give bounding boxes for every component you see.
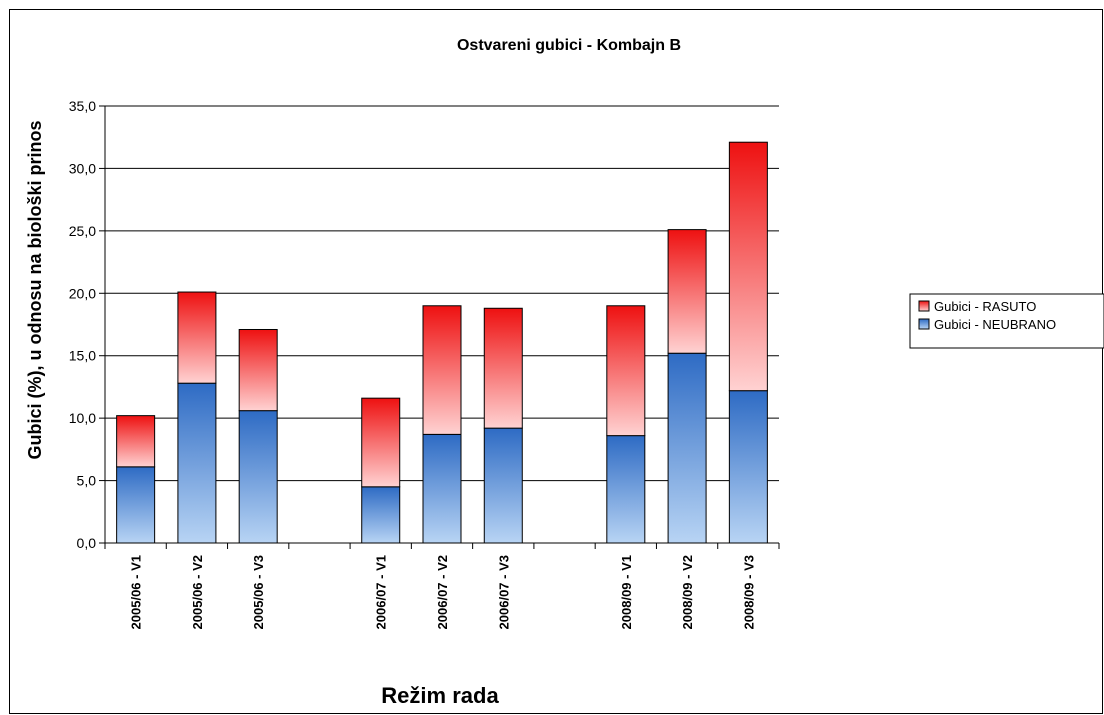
- y-tick-label: 10,0: [69, 410, 96, 426]
- bar-rasuto: [422, 305, 462, 435]
- x-tick-label: 2008/09 - V2: [680, 555, 695, 629]
- bar-rasuto: [728, 141, 768, 392]
- legend-label: Gubici - NEUBRANO: [934, 317, 1056, 332]
- legend-label: Gubici - RASUTO: [934, 299, 1036, 314]
- y-axis-label: Gubici (%), u odnosu na biološki prinos: [25, 120, 45, 459]
- bar-neubrano: [361, 486, 401, 544]
- chart-frame: Ostvareni gubici - Kombajn B 0,0 5,0 10,0 1…: [9, 9, 1104, 714]
- bar-neubrano: [483, 427, 523, 544]
- bar-neubrano: [422, 433, 462, 544]
- x-tick-label: 2006/07 - V2: [435, 555, 450, 629]
- y-tick-label: 30,0: [69, 160, 96, 176]
- x-tick-labels: 2005/06 - V1 2005/06 - V2 2005/06 - V3 2006…: [129, 555, 757, 629]
- bar-rasuto: [177, 291, 217, 384]
- bar-rasuto: [606, 305, 646, 437]
- bar-neubrano: [238, 410, 278, 544]
- bar-neubrano: [606, 435, 646, 544]
- x-tick-label: 2008/09 - V1: [619, 555, 634, 629]
- bar-neubrano: [116, 466, 156, 544]
- y-tick-label: 25,0: [69, 223, 96, 239]
- axes: [99, 105, 780, 549]
- chart-title: Ostvareni gubici - Kombajn B: [457, 37, 681, 54]
- bar-neubrano: [728, 390, 768, 544]
- x-tick-label: 2005/06 - V2: [190, 555, 205, 629]
- bar-rasuto: [238, 328, 278, 412]
- legend-swatch: [918, 318, 930, 330]
- x-tick-label: 2006/07 - V3: [496, 555, 511, 629]
- x-tick-label: 2008/09 - V3: [741, 555, 756, 629]
- legend-swatch: [918, 300, 930, 312]
- y-tick-labels: 0,0 5,0 10,0 15,0 20,0 25,0 30,0 35,0: [69, 98, 96, 551]
- x-tick-label: 2006/07 - V1: [374, 555, 389, 629]
- y-tick-label: 0,0: [77, 535, 97, 551]
- y-tick-label: 5,0: [77, 473, 97, 489]
- bar-rasuto: [483, 307, 523, 429]
- bar-neubrano: [177, 382, 217, 544]
- x-tick-label: 2005/06 - V1: [129, 555, 144, 629]
- bar-neubrano: [667, 352, 707, 544]
- bar-rasuto: [667, 229, 707, 354]
- x-axis-label: Režim rada: [381, 683, 499, 708]
- x-tick-label: 2005/06 - V3: [251, 555, 266, 629]
- y-tick-label: 35,0: [69, 98, 96, 114]
- y-tick-label: 20,0: [69, 285, 96, 301]
- bar-rasuto: [116, 415, 156, 468]
- legend: Gubici - RASUTO Gubici - NEUBRANO: [909, 293, 1104, 349]
- y-tick-label: 15,0: [69, 348, 96, 364]
- chart-svg: Ostvareni gubici - Kombajn B 0,0 5,0 10,0 1…: [25, 37, 1104, 708]
- bars: [116, 141, 768, 544]
- legend-box: [909, 293, 1104, 349]
- bar-rasuto: [361, 397, 401, 488]
